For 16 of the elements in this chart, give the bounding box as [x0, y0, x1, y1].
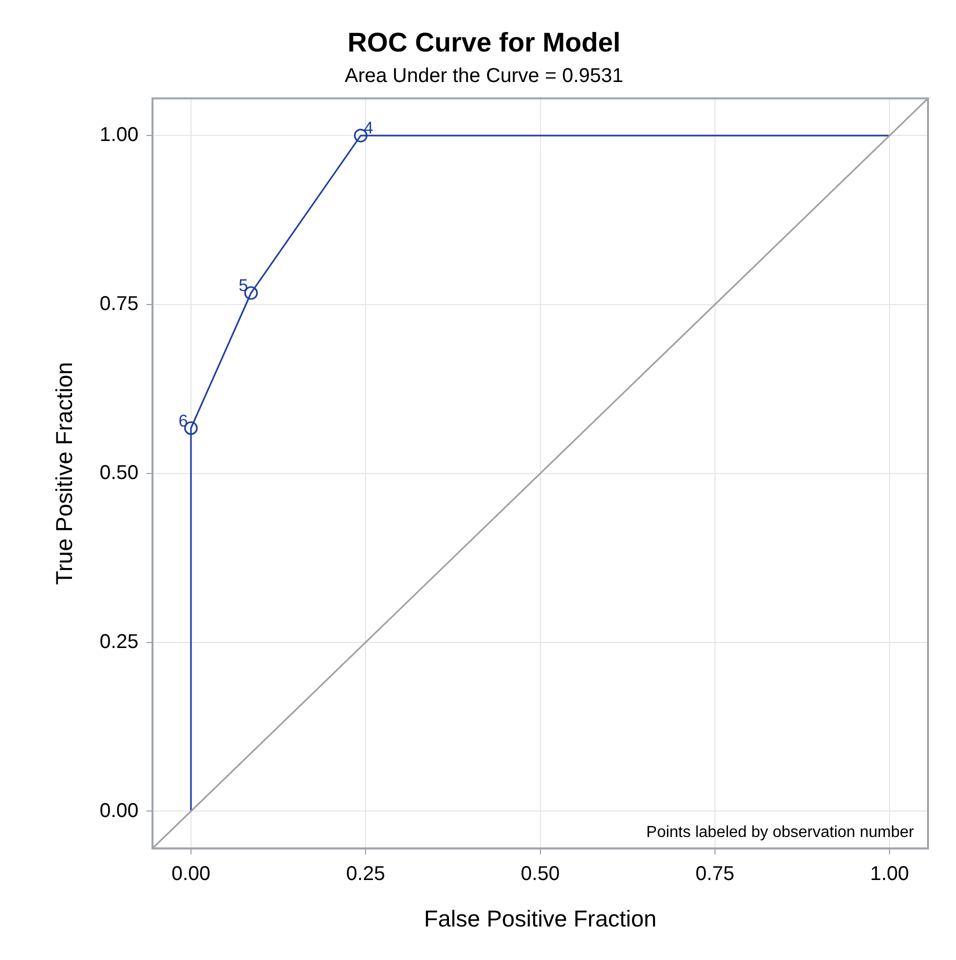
x-tick-label: 1.00 [870, 862, 910, 885]
y-tick-label: 0.75 [100, 292, 139, 315]
y-tick-label: 1.00 [100, 124, 139, 146]
chart-subtitle: Area Under the Curve = 0.9531 [344, 64, 624, 87]
y-tick-label: 0.00 [100, 800, 139, 822]
y-tick-label: 0.50 [100, 462, 139, 484]
chart-title: ROC Curve for Model [347, 28, 621, 58]
y-tick-label: 0.25 [100, 630, 139, 653]
y-axis-title: True Positive Fraction [51, 362, 78, 585]
x-tick-label: 0.00 [171, 862, 210, 885]
x-tick-label: 0.75 [695, 862, 734, 885]
annotation: 4 [364, 118, 374, 138]
annotation: Points labeled by observation number [646, 824, 915, 841]
x-tick-label: 0.25 [346, 862, 386, 885]
x-axis-title: False Positive Fraction [424, 906, 657, 932]
x-tick-label: 0.50 [520, 862, 560, 885]
